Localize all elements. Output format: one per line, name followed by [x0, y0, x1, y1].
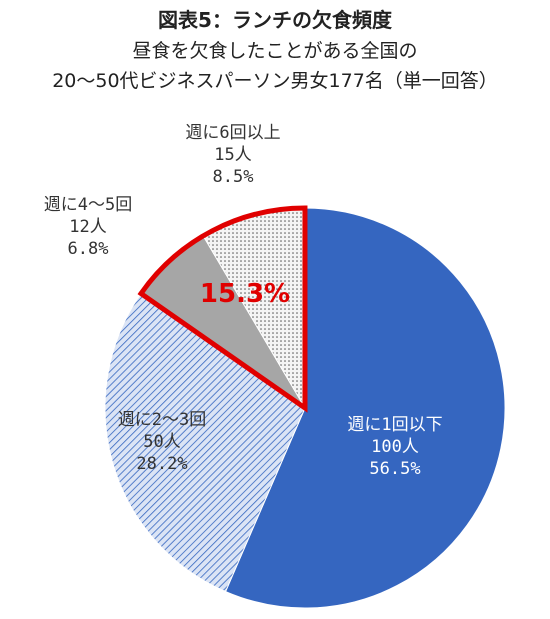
slice-percent-1: 56.5%	[369, 459, 420, 479]
slice-label-2: 週に2～3回	[118, 410, 206, 430]
slice-label-1: 週に1回以下	[347, 415, 442, 435]
highlight-outline	[137, 205, 308, 413]
pie-slice-2	[104, 292, 306, 593]
slice-count-3: 12人	[69, 217, 106, 237]
slice-count-2: 50人	[143, 432, 180, 452]
slice-label-3: 週に4～5回	[44, 195, 132, 215]
slice-count-1: 100人	[371, 437, 419, 457]
pie-slice-1	[224, 207, 506, 609]
highlight-percent-label: 15.3%	[200, 279, 290, 309]
slice-percent-2: 28.2%	[136, 454, 187, 474]
slice-label-4: 週に6回以上	[185, 123, 280, 143]
slice-count-4: 15人	[214, 145, 251, 165]
chart-subtitle-line-1: 昼食を欠食したことがある全国の	[132, 40, 418, 62]
slice-percent-3: 6.8%	[68, 239, 109, 259]
chart-title: 図表5：ランチの欠食頻度	[158, 8, 392, 32]
slice-percent-4: 8.5%	[213, 167, 254, 187]
chart-subtitle-line-2: 20～50代ビジネスパーソン男女177名（単一回答）	[52, 70, 498, 92]
